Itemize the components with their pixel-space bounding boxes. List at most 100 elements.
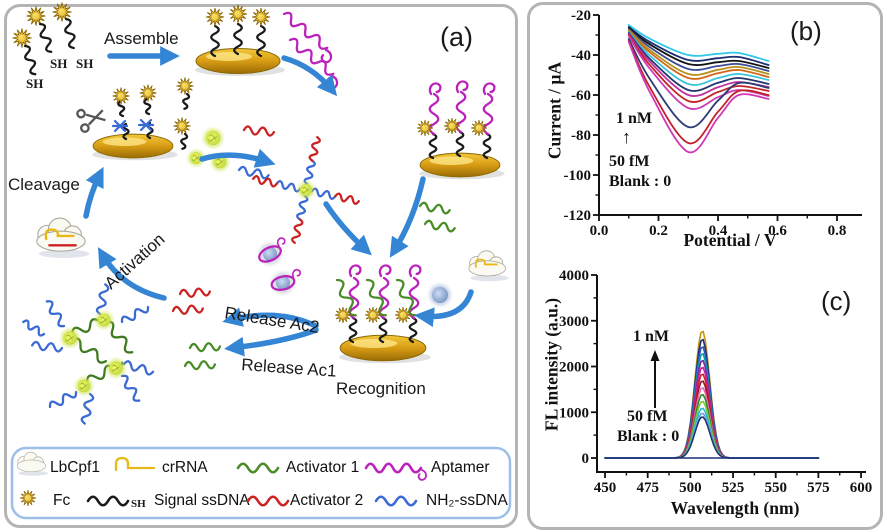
lbcpf1-activated-complex <box>36 217 90 259</box>
recognition-label: Recognition <box>336 379 426 398</box>
x-tick-label: 500 <box>679 480 702 496</box>
legend: LbCpf1 crRNA Activator 1 Aptamer Fc SH S… <box>10 446 512 520</box>
concentration-arrow <box>650 350 660 408</box>
y-tick-label: -100 <box>564 168 592 184</box>
legend-label: Activator 1 <box>286 459 359 476</box>
series-3 <box>627 28 770 72</box>
lbcpf1-crrna-complex-right <box>468 250 510 282</box>
sh-label: SH <box>50 56 67 71</box>
series-7 <box>627 32 770 92</box>
b-annotation-1nM: 1 nM <box>616 110 652 127</box>
assembly-arrow <box>199 148 276 168</box>
c-annotation-50fM: 50 fM <box>627 408 668 425</box>
legend-label: Fc <box>53 492 70 509</box>
y-tick-label: -60 <box>571 88 591 104</box>
legend-label: LbCpf1 <box>50 459 100 476</box>
to-recognition-arrow-2 <box>323 201 372 256</box>
panel-b-label: (b) <box>790 16 822 46</box>
y-tick-label: 3000 <box>559 314 589 330</box>
legend-label: crRNA <box>162 459 208 476</box>
crrna-icon <box>114 456 156 472</box>
b-x-axis-title: Potential / V <box>683 230 777 250</box>
to-recognition-arrow-1 <box>389 176 426 258</box>
b-up-arrow: ↑ <box>622 127 631 147</box>
sh-tag: SH <box>131 498 146 510</box>
scheme-panel-a: SH SH SH Assemble (a) <box>8 2 512 520</box>
released-activator1-strands <box>183 341 222 371</box>
y-tick-label: 0 <box>582 451 590 467</box>
x-tick-label: 525 <box>722 480 745 496</box>
fc-thiol-conjugates: SH SH SH <box>12 2 93 91</box>
series-13 <box>627 41 770 154</box>
aptamer-target-complex <box>270 268 302 294</box>
released-fc-fragment <box>176 77 194 111</box>
gold-electrode-aptamer <box>416 78 506 180</box>
x-tick-label: 0.8 <box>828 223 847 239</box>
released-activator2-strands <box>171 286 212 316</box>
series-4 <box>627 29 770 76</box>
release-ac2-label: Release Ac2 <box>223 303 320 337</box>
series-1 <box>627 26 770 66</box>
b-y-axis-title: Current / µA <box>544 61 565 160</box>
series-12 <box>627 40 770 145</box>
legend-label: Aptamer <box>431 459 490 476</box>
series-5 <box>627 30 770 80</box>
panel-c-label: (c) <box>821 286 852 316</box>
b-annotation-blank: Blank : 0 <box>609 173 672 190</box>
c-annotation-1nM: 1 nM <box>633 328 669 345</box>
panel-a-frame <box>4 4 518 528</box>
x-tick-label: 0.0 <box>590 223 609 239</box>
x-tick-label: 475 <box>636 480 659 496</box>
legend-label: Activator 2 <box>290 492 363 509</box>
y-tick-label: 2000 <box>559 360 589 376</box>
c-annotation-blank: Blank : 0 <box>617 428 680 445</box>
series-11 <box>627 38 770 129</box>
x-tick-label: 0.4 <box>709 223 728 239</box>
series-9 <box>627 34 770 103</box>
x-tick-label: 575 <box>807 480 830 496</box>
aptamer-target-complex <box>258 236 287 265</box>
activation-arrow <box>97 247 167 301</box>
release-ac2-arrow <box>222 307 319 329</box>
cleavage-scene <box>75 77 194 161</box>
legend-label: NH₂-ssDNA <box>426 492 508 509</box>
target-molecule <box>430 285 451 306</box>
y-tick-label: -120 <box>564 208 592 224</box>
c-x-axis-title: Wavelength (nm) <box>670 498 800 518</box>
sh-label: SH <box>76 56 93 71</box>
dpv-chart: 0.0 0.2 0.4 0.6 0.8 -20 -40 -60 -80 -100 -120 <box>564 8 862 239</box>
hybridize-arrow <box>281 55 338 97</box>
fluorescence-chart: 450 475 500 525 550 575 600 0 1000 2000 3000 4000 <box>559 268 872 496</box>
cleavage-label: Cleavage <box>8 175 80 194</box>
dna-network <box>20 282 156 426</box>
quantum-dots <box>188 128 229 171</box>
activator2-strand <box>242 125 276 137</box>
gold-electrode-assembled <box>194 4 286 77</box>
assemble-label: Assemble <box>104 29 179 48</box>
x-tick-label: 0.6 <box>768 223 787 239</box>
release-ac1-arrow <box>224 327 319 357</box>
panel-a-label: (a) <box>440 22 473 52</box>
release-ac1-label: Release Ac1 <box>241 355 338 381</box>
series-6 <box>627 31 770 86</box>
series-2 <box>627 27 770 69</box>
gold-electrode-recognition <box>332 262 432 364</box>
x-tick-label: 450 <box>594 480 617 496</box>
series-0 <box>627 24 770 62</box>
y-tick-label: -40 <box>571 48 591 64</box>
activator1-strands-right <box>418 201 457 234</box>
y-tick-label: -20 <box>571 8 591 24</box>
sh-label: SH <box>26 76 43 91</box>
target-binding-arrow <box>414 289 474 328</box>
b-annotation-50fM: 50 fM <box>609 153 650 170</box>
panel-bc-frame <box>527 2 883 530</box>
y-tick-label: -80 <box>571 128 591 144</box>
released-fc-fragment <box>173 117 191 151</box>
x-tick-label: 0.2 <box>649 223 668 239</box>
y-tick-label: 1000 <box>559 405 589 421</box>
c-y-axis-title: FL intensity (a.u.) <box>541 297 562 432</box>
x-tick-label: 550 <box>764 480 787 496</box>
legend-label: Signal ssDNA <box>154 492 250 509</box>
cleavage-arrow <box>83 166 104 219</box>
